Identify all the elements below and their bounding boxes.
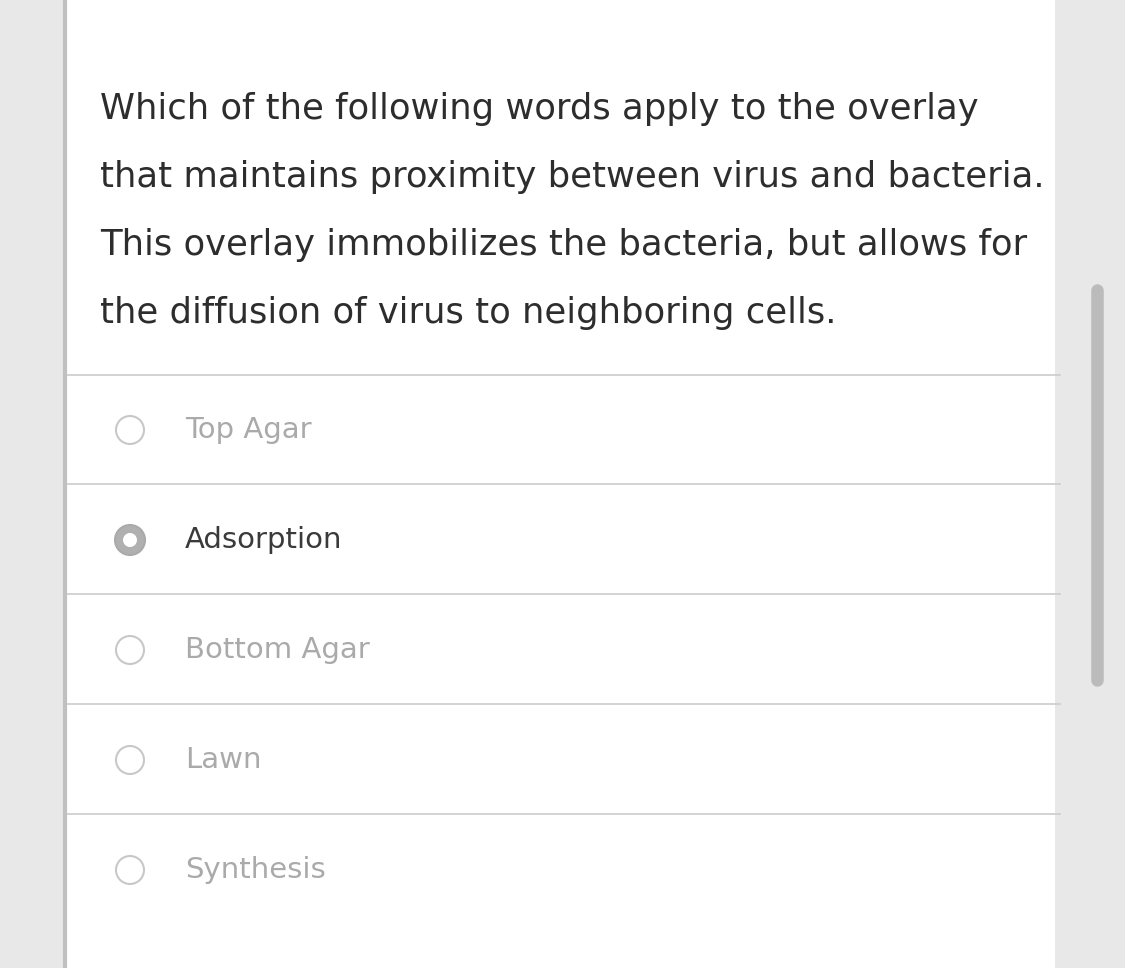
Circle shape [116,746,144,774]
Text: the diffusion of virus to neighboring cells.: the diffusion of virus to neighboring ce… [100,296,837,330]
Circle shape [116,856,144,884]
Text: Top Agar: Top Agar [184,416,312,444]
Text: Lawn: Lawn [184,746,261,774]
Text: This overlay immobilizes the bacteria, but allows for: This overlay immobilizes the bacteria, b… [100,228,1027,262]
Text: Synthesis: Synthesis [184,856,326,884]
Circle shape [123,533,137,547]
Circle shape [115,525,145,555]
Text: that maintains proximity between virus and bacteria.: that maintains proximity between virus a… [100,160,1045,194]
Text: Bottom Agar: Bottom Agar [184,636,370,664]
FancyBboxPatch shape [65,0,1055,968]
Circle shape [116,636,144,664]
Text: Adsorption: Adsorption [184,526,342,554]
Circle shape [116,416,144,444]
Text: Which of the following words apply to the overlay: Which of the following words apply to th… [100,92,979,126]
